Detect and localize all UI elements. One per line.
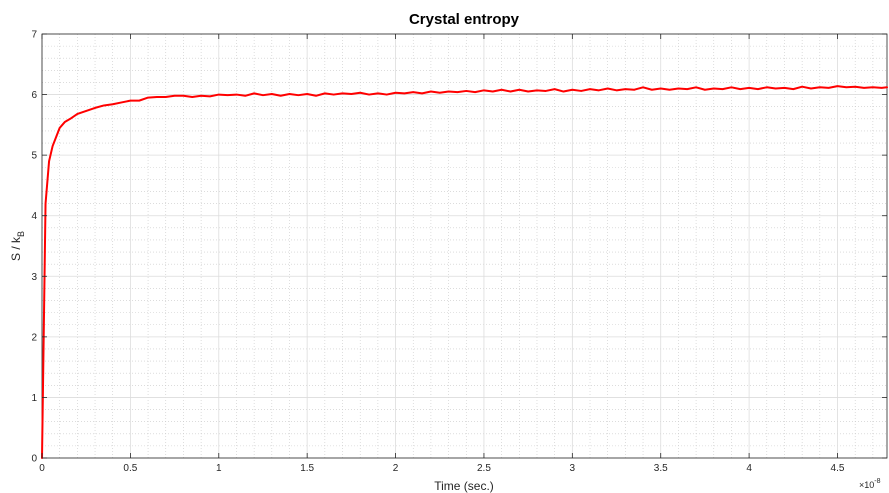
x-tick-label: 3.5: [654, 463, 668, 474]
x-axis-label: Time (sec.): [434, 479, 494, 493]
y-tick-label: 5: [31, 151, 37, 162]
plot-area-border: [41, 33, 888, 459]
x-tick-label: 1.5: [300, 463, 314, 474]
x-axis-exponent-power: -8: [874, 478, 880, 485]
entropy-series-line: [41, 85, 888, 459]
y-axis-label-main: S / k: [9, 236, 23, 261]
x-axis-exponent-base: ×10: [859, 480, 874, 490]
major-grid: [41, 33, 887, 459]
chart-title: Crystal entropy: [409, 11, 520, 28]
axes-frame: [41, 33, 888, 459]
y-axis-label: S / kB: [9, 231, 26, 261]
y-tick-label: 0: [31, 454, 37, 465]
x-tick-label: 2.5: [477, 463, 491, 474]
x-tick-label: 2: [393, 463, 399, 474]
x-tick-label: 0.5: [123, 463, 137, 474]
x-tick-label: 4: [746, 463, 752, 474]
x-tick-label: 3: [570, 463, 576, 474]
x-tick-label: 1: [216, 463, 222, 474]
y-axis-ticks: 0 1 2 3 4 5 6 7: [31, 30, 887, 465]
x-tick-label: 4.5: [831, 463, 845, 474]
y-tick-label: 1: [31, 393, 37, 404]
y-tick-label: 6: [31, 90, 37, 101]
x-axis-ticks: 0 0.5 1 1.5 2 2.5 3 3.5 4 4.5: [39, 34, 845, 474]
minor-grid: [42, 34, 887, 458]
x-tick-label: 0: [39, 463, 45, 474]
y-axis-label-subscript: B: [16, 231, 26, 237]
y-tick-label: 4: [31, 211, 37, 222]
x-axis-exponent: ×10-8: [859, 478, 881, 490]
series-layer: [41, 85, 888, 459]
y-tick-label: 3: [31, 272, 37, 283]
y-tick-label: 2: [31, 332, 37, 343]
y-tick-label: 7: [31, 30, 37, 41]
